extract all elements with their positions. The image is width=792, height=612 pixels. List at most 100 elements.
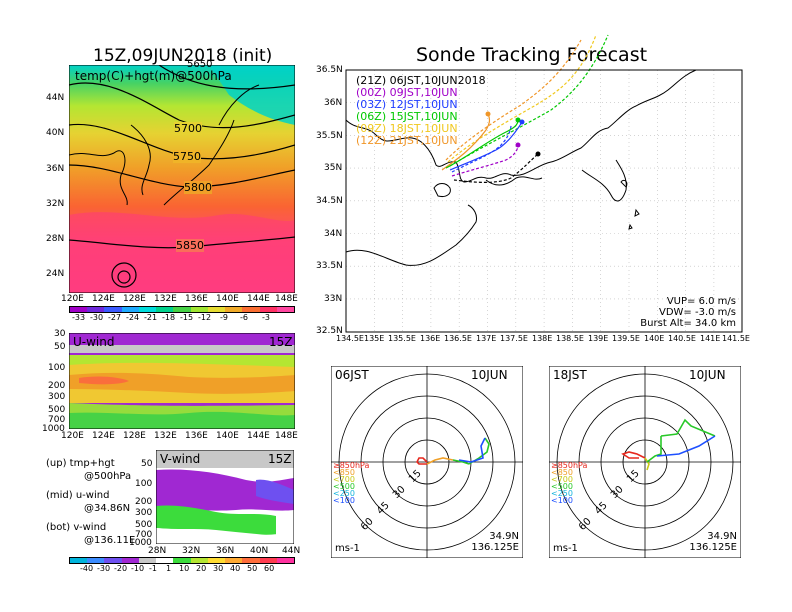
lon-tick: 132E bbox=[154, 294, 177, 304]
level-entry: <100 bbox=[333, 496, 355, 505]
hodo-location: 34.9N 136.125E bbox=[471, 531, 519, 553]
lat-tick: 32N bbox=[46, 199, 65, 209]
lat-tick: 36N bbox=[216, 546, 235, 556]
legend-entry: (00Z) 09JST,10JUN bbox=[356, 86, 458, 99]
colorbar-label: 10 bbox=[179, 564, 190, 573]
colorbar-swatch bbox=[225, 558, 243, 563]
colorbar-label: 30 bbox=[213, 564, 224, 573]
colorbar-swatch bbox=[121, 558, 139, 563]
hodo-date: 10JUN bbox=[471, 368, 508, 382]
hodo-trace-mid2 bbox=[646, 436, 662, 463]
colorbar-label: -40 bbox=[80, 564, 94, 573]
colorbar-swatch bbox=[190, 558, 208, 563]
colorbar-swatch bbox=[259, 307, 277, 312]
contour-5650 bbox=[158, 65, 295, 90]
lon-tick: 144E bbox=[247, 294, 270, 304]
colorbar-label: -30 bbox=[90, 313, 104, 322]
lon-tick: 148E bbox=[275, 431, 298, 441]
left-title: 15Z,09JUN2018 (init) bbox=[93, 46, 273, 66]
hodograph-06jst: 06JST 10JUN 15 30 45 60 ≥850hPa <850 <70… bbox=[331, 366, 523, 558]
lon-tick: 124E bbox=[92, 294, 115, 304]
burst-point-00z bbox=[515, 142, 521, 148]
lon-tick: 140E bbox=[216, 431, 239, 441]
colorbar-swatch bbox=[87, 558, 105, 563]
level-entry: <850 bbox=[333, 468, 355, 477]
colorbar-label: -9 bbox=[220, 313, 228, 322]
colorbar-label: -6 bbox=[240, 313, 248, 322]
lat-tick: 24N bbox=[46, 269, 65, 279]
u-wind-plot bbox=[69, 333, 295, 429]
hodo-lat: 34.9N bbox=[489, 531, 519, 542]
lon-tick: 128E bbox=[123, 431, 146, 441]
legend-entry: (12Z) 21JST,10JUN bbox=[356, 134, 458, 147]
lon-tick: 132E bbox=[154, 431, 177, 441]
legend-code: (00Z) bbox=[356, 86, 387, 99]
vdw-param: VDW= -3.0 m/s bbox=[659, 307, 736, 318]
track-03z-local bbox=[449, 121, 523, 171]
hodo-trace-top bbox=[656, 435, 716, 457]
level-entry: <500 bbox=[551, 482, 573, 491]
hodo-location: 34.9N 136.125E bbox=[689, 531, 737, 553]
colorbar-label: -18 bbox=[162, 313, 176, 322]
track-lon-ticks: 134.5E 135E 135.5E 136E 136.5E 137E 137.… bbox=[336, 334, 756, 344]
low-center-inner bbox=[117, 270, 131, 284]
sonde-tracks bbox=[441, 34, 609, 183]
colorbar-swatch bbox=[207, 307, 226, 312]
colorbar-label: -24 bbox=[126, 313, 140, 322]
track-12z-local bbox=[441, 113, 491, 171]
colorbar-swatch bbox=[156, 558, 174, 563]
level-entry: <100 bbox=[551, 496, 573, 505]
p-tick: 300 bbox=[135, 508, 153, 518]
temp-height-map-panel: temp(C)+hgt(m)@500hPa 5650 5700 5750 580… bbox=[69, 59, 295, 293]
lon-tick: 134.5E bbox=[336, 334, 364, 343]
p-tick: 1000 bbox=[129, 538, 152, 548]
level-entry: <500 bbox=[333, 482, 355, 491]
hodo-trace-mid2 bbox=[452, 459, 470, 465]
lon-tick: 124E bbox=[92, 431, 115, 441]
note-title: (mid) u-wind bbox=[46, 490, 110, 501]
lon-tick: 141E bbox=[700, 334, 721, 343]
map-variable-label: temp(C)+hgt(m)@500hPa bbox=[75, 69, 232, 83]
legend-entry: (21Z) 06JST,10JUN2018 bbox=[356, 74, 486, 87]
island bbox=[628, 223, 633, 230]
legend-time: 15JST,10JUN bbox=[389, 110, 458, 123]
p-tick: 500 bbox=[48, 405, 66, 415]
coastline bbox=[345, 69, 697, 183]
p-tick: 50 bbox=[54, 342, 66, 352]
lon-tick: 138.5E bbox=[556, 334, 584, 343]
track-06z-local bbox=[445, 119, 519, 169]
lat-tick: 32N bbox=[182, 546, 201, 556]
p-tick: 200 bbox=[135, 497, 153, 507]
lat-tick: 44N bbox=[46, 93, 65, 103]
lat-tick: 36N bbox=[46, 164, 65, 174]
burst-alt-param: Burst Alt= 34.0 km bbox=[640, 318, 736, 329]
colorbar-swatch bbox=[173, 558, 191, 563]
v-wind-plot bbox=[156, 450, 294, 544]
vup-param: VUP= 6.0 m/s bbox=[666, 296, 736, 307]
colorbar-swatch bbox=[207, 558, 226, 563]
u-wind-time: 15Z bbox=[269, 335, 293, 349]
coastline bbox=[433, 183, 451, 197]
warm-region bbox=[69, 212, 295, 293]
legend-code: (09Z) bbox=[356, 122, 387, 135]
colorbar-label: 40 bbox=[230, 564, 241, 573]
hodo-level-legend: ≥850hPa <850 <700 <500 <250 <100 bbox=[333, 462, 369, 505]
legend-time: 06JST,10JUN2018 bbox=[389, 74, 486, 87]
note-sub: @500hPa bbox=[84, 471, 132, 482]
colorbar-label: -30 bbox=[97, 564, 111, 573]
lon-tick: 140.5E bbox=[668, 334, 696, 343]
right-title: Sonde Tracking Forecast bbox=[416, 44, 648, 66]
hodo-trace-mid bbox=[426, 457, 454, 465]
colorbar-label: -3 bbox=[262, 313, 270, 322]
colorbar-label: -20 bbox=[114, 564, 128, 573]
hodograph-plot bbox=[331, 366, 523, 558]
hodo-trace-low bbox=[621, 451, 646, 459]
colorbar-swatch bbox=[70, 307, 88, 312]
colorbar-swatch bbox=[70, 558, 88, 563]
coastline bbox=[69, 84, 260, 206]
hodo-lon: 136.125E bbox=[689, 542, 737, 553]
colorbar-label: -10 bbox=[131, 564, 145, 573]
lon-tick: 148E bbox=[275, 294, 298, 304]
hodo-trace-upper bbox=[660, 418, 716, 437]
legend-time: 18JST,10JUN bbox=[389, 122, 458, 135]
